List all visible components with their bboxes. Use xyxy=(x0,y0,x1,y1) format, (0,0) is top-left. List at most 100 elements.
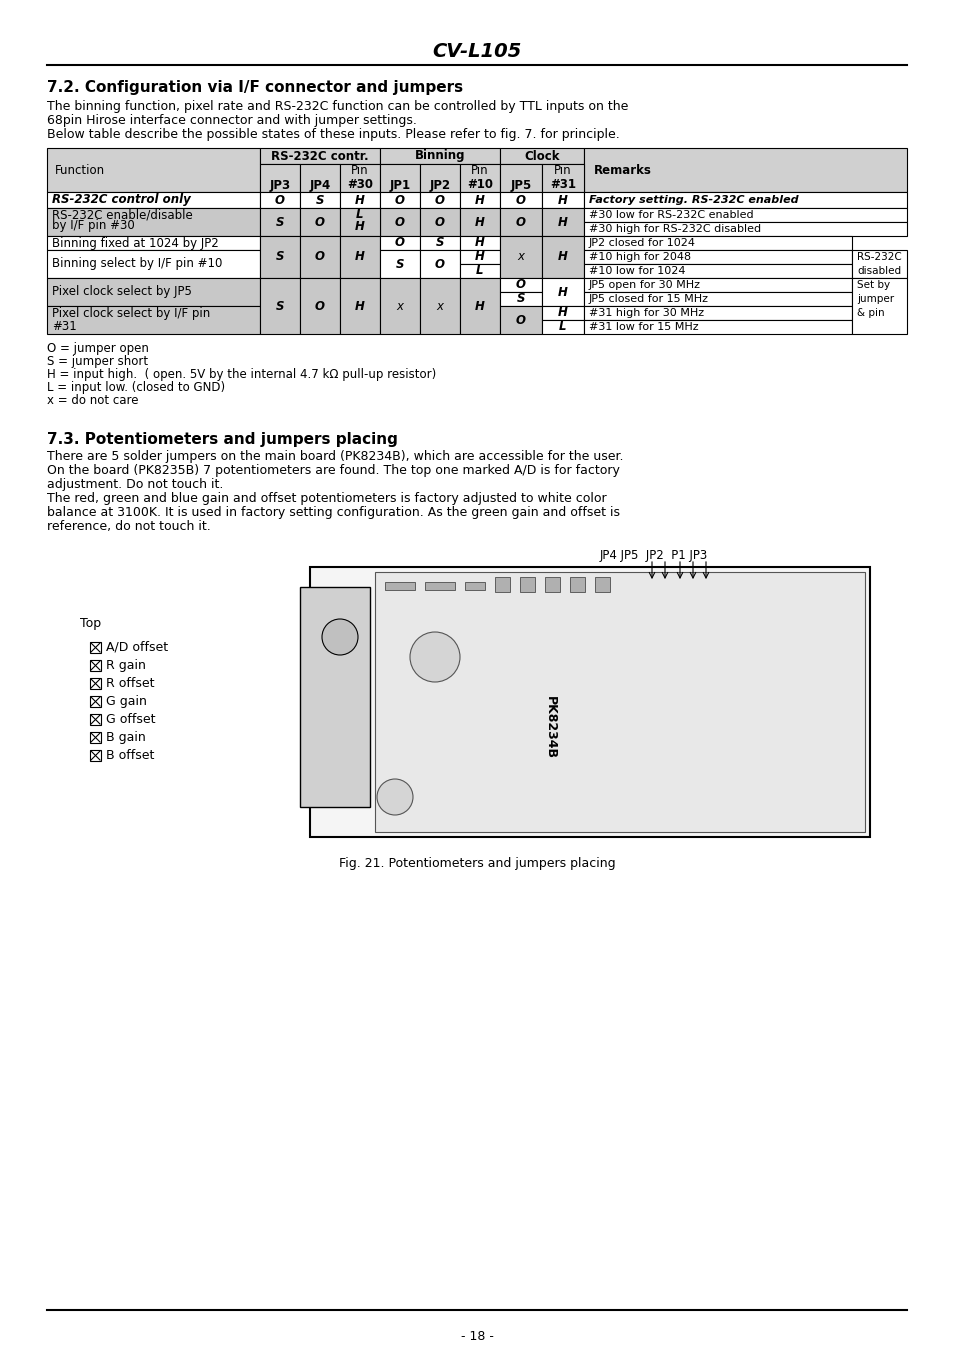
Bar xyxy=(90,661,101,671)
Bar xyxy=(459,250,499,263)
Text: 68pin Hirose interface connector and with jumper settings.: 68pin Hirose interface connector and wit… xyxy=(47,113,416,127)
Text: Pin: Pin xyxy=(351,165,369,177)
Bar xyxy=(459,163,499,192)
Text: H: H xyxy=(475,216,484,228)
Bar xyxy=(90,732,101,743)
Bar xyxy=(90,696,101,707)
Bar xyxy=(47,208,260,236)
Bar xyxy=(419,163,459,192)
Bar xyxy=(299,278,339,334)
Text: Pixel clock select by JP5: Pixel clock select by JP5 xyxy=(52,285,192,299)
Text: JP3: JP3 xyxy=(269,178,291,192)
Bar xyxy=(47,250,260,278)
Text: CV-L105: CV-L105 xyxy=(432,42,521,61)
Bar xyxy=(499,163,541,192)
Bar xyxy=(595,577,609,592)
Bar xyxy=(299,236,339,278)
Text: S: S xyxy=(395,258,404,270)
Bar xyxy=(375,571,864,832)
Bar xyxy=(379,236,419,250)
Bar xyxy=(583,149,906,192)
Bar xyxy=(47,305,260,334)
Text: S = jumper short: S = jumper short xyxy=(47,355,148,367)
Text: H: H xyxy=(355,250,365,263)
Text: Factory setting. RS-232C enabled: Factory setting. RS-232C enabled xyxy=(588,195,798,205)
Text: Top: Top xyxy=(80,617,101,630)
Text: #31 high for 30 MHz: #31 high for 30 MHz xyxy=(588,308,703,317)
Bar xyxy=(260,236,299,278)
Text: JP4: JP4 xyxy=(309,178,331,192)
Text: x: x xyxy=(396,300,403,312)
Circle shape xyxy=(376,780,413,815)
Text: The red, green and blue gain and offset potentiometers is factory adjusted to wh: The red, green and blue gain and offset … xyxy=(47,492,606,505)
Bar xyxy=(541,305,583,320)
Text: RS-232C: RS-232C xyxy=(856,253,901,262)
Text: O = jumper open: O = jumper open xyxy=(47,342,149,355)
Text: H: H xyxy=(475,236,484,250)
Text: Function: Function xyxy=(55,163,105,177)
Text: B gain: B gain xyxy=(106,731,146,744)
Bar xyxy=(419,250,459,278)
Text: JP5 open for 30 MHz: JP5 open for 30 MHz xyxy=(588,280,700,290)
Bar xyxy=(541,236,583,278)
Bar xyxy=(459,263,499,278)
Text: H: H xyxy=(355,193,365,207)
Text: L = input low. (closed to GND): L = input low. (closed to GND) xyxy=(47,381,225,394)
Bar xyxy=(583,236,851,250)
Text: S: S xyxy=(517,293,525,305)
Text: B offset: B offset xyxy=(106,748,154,762)
Text: H: H xyxy=(558,250,567,263)
Text: S: S xyxy=(275,300,284,312)
Text: L: L xyxy=(476,265,483,277)
Bar xyxy=(260,192,299,208)
Bar xyxy=(90,678,101,689)
Text: Binning select by I/F pin #10: Binning select by I/F pin #10 xyxy=(52,258,222,270)
Bar xyxy=(299,163,339,192)
Bar xyxy=(379,163,419,192)
Bar xyxy=(419,236,459,250)
Text: JP5: JP5 xyxy=(510,178,531,192)
Text: O: O xyxy=(435,193,444,207)
Bar xyxy=(385,582,415,590)
Text: JP1: JP1 xyxy=(389,178,410,192)
Bar xyxy=(459,236,499,250)
Text: O: O xyxy=(314,216,325,228)
Bar xyxy=(499,292,541,305)
Text: O: O xyxy=(395,193,405,207)
Bar xyxy=(541,320,583,334)
Bar xyxy=(541,278,583,305)
Bar xyxy=(459,208,499,236)
Text: JP4 JP5  JP2  P1 JP3: JP4 JP5 JP2 P1 JP3 xyxy=(599,549,707,562)
Bar xyxy=(499,278,541,292)
Text: H: H xyxy=(558,307,567,319)
Text: 7.3. Potentiometers and jumpers placing: 7.3. Potentiometers and jumpers placing xyxy=(47,432,397,447)
Text: Binning: Binning xyxy=(415,150,465,162)
Text: S: S xyxy=(436,236,444,250)
Bar xyxy=(299,586,370,807)
Text: Below table describe the possible states of these inputs. Please refer to fig. 7: Below table describe the possible states… xyxy=(47,128,619,141)
Bar xyxy=(583,305,851,320)
Text: disabled: disabled xyxy=(856,266,901,276)
Text: 7.2. Configuration via I/F connector and jumpers: 7.2. Configuration via I/F connector and… xyxy=(47,80,462,95)
Bar xyxy=(499,192,541,208)
Text: There are 5 solder jumpers on the main board (PK8234B), which are accessible for: There are 5 solder jumpers on the main b… xyxy=(47,450,623,463)
Text: #31 low for 15 MHz: #31 low for 15 MHz xyxy=(588,322,698,332)
Bar xyxy=(47,192,260,208)
Bar xyxy=(424,582,455,590)
Bar xyxy=(541,163,583,192)
Text: S: S xyxy=(275,250,284,263)
Text: O: O xyxy=(516,193,525,207)
Text: #31: #31 xyxy=(550,178,576,192)
Text: H: H xyxy=(558,216,567,228)
Text: The binning function, pixel rate and RS-232C function can be controlled by TTL i: The binning function, pixel rate and RS-… xyxy=(47,100,628,113)
Text: R offset: R offset xyxy=(106,677,154,690)
Text: O: O xyxy=(395,216,405,228)
Bar xyxy=(47,236,260,250)
Text: x: x xyxy=(517,250,524,263)
Bar xyxy=(339,236,379,278)
Bar xyxy=(47,149,260,192)
Text: O: O xyxy=(516,313,525,327)
Bar xyxy=(379,208,419,236)
Text: L: L xyxy=(558,320,566,334)
Text: JP2: JP2 xyxy=(429,178,450,192)
